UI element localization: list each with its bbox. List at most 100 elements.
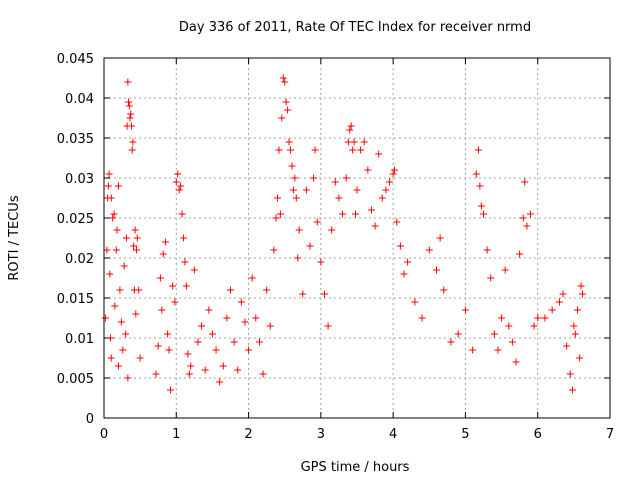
data-point	[234, 366, 242, 374]
data-point	[320, 290, 328, 298]
data-point	[190, 266, 198, 274]
x-tick-label: 4	[389, 427, 397, 442]
data-point	[219, 362, 227, 370]
data-point	[266, 322, 274, 330]
data-point	[127, 110, 135, 118]
data-point	[120, 262, 128, 270]
data-point	[113, 226, 121, 234]
plot-border	[103, 57, 611, 419]
data-point	[570, 322, 578, 330]
data-point	[335, 194, 343, 202]
data-point	[311, 146, 319, 154]
data-point	[152, 370, 160, 378]
data-point	[252, 314, 260, 322]
data-point	[292, 194, 300, 202]
data-point	[263, 286, 271, 294]
data-point	[476, 182, 484, 190]
x-tick-label: 1	[172, 427, 180, 442]
data-point	[342, 174, 350, 182]
x-tick-label: 0	[100, 427, 108, 442]
x-tick-label: 7	[606, 427, 614, 442]
data-point	[352, 210, 360, 218]
data-point	[508, 338, 516, 346]
data-point	[284, 106, 292, 114]
data-point	[559, 290, 567, 298]
data-point	[347, 122, 355, 130]
data-point	[349, 146, 357, 154]
data-point	[259, 370, 267, 378]
data-point	[172, 178, 180, 186]
data-point	[487, 274, 495, 282]
y-tick-label: 0.02	[65, 252, 94, 267]
data-point	[159, 250, 167, 258]
data-point	[286, 146, 294, 154]
data-point	[167, 386, 175, 394]
data-points	[101, 74, 587, 394]
data-point	[483, 246, 491, 254]
data-point	[216, 378, 224, 386]
data-point	[566, 370, 574, 378]
data-point	[350, 138, 358, 146]
x-axis-title: GPS time / hours	[301, 460, 410, 475]
data-point	[154, 342, 162, 350]
data-point	[101, 314, 109, 322]
y-tick-label: 0.04	[65, 92, 94, 107]
data-point	[375, 150, 383, 158]
data-point	[573, 306, 581, 314]
data-point	[447, 338, 455, 346]
x-tick-label: 5	[461, 427, 469, 442]
data-point	[282, 98, 290, 106]
data-point	[288, 162, 296, 170]
data-point	[126, 114, 134, 122]
data-point	[212, 346, 220, 354]
data-point	[501, 266, 509, 274]
data-point	[107, 354, 115, 362]
data-point	[130, 242, 138, 250]
data-point	[393, 218, 401, 226]
data-point	[198, 322, 206, 330]
data-point	[109, 214, 117, 222]
data-point	[230, 338, 238, 346]
data-point	[396, 242, 404, 250]
grid	[104, 58, 610, 418]
data-point	[477, 202, 485, 210]
data-point	[133, 246, 141, 254]
data-point	[177, 182, 185, 190]
data-point	[105, 170, 113, 178]
data-point	[516, 250, 524, 258]
data-point	[171, 298, 179, 306]
data-point	[317, 258, 325, 266]
data-point	[112, 246, 120, 254]
data-point	[248, 274, 256, 282]
data-point	[331, 178, 339, 186]
data-point	[169, 282, 177, 290]
data-point	[289, 186, 297, 194]
data-point	[299, 290, 307, 298]
data-point	[180, 234, 188, 242]
data-point	[436, 234, 444, 242]
data-point	[548, 306, 556, 314]
data-point	[165, 346, 173, 354]
data-point	[122, 330, 130, 338]
data-point	[156, 274, 164, 282]
data-point	[194, 338, 202, 346]
data-point	[158, 306, 166, 314]
data-point	[275, 146, 283, 154]
data-point	[181, 258, 189, 266]
data-point	[201, 366, 209, 374]
data-point	[132, 310, 140, 318]
data-point	[521, 178, 529, 186]
data-point	[241, 318, 249, 326]
data-point	[306, 242, 314, 250]
data-point	[367, 206, 375, 214]
data-point	[135, 286, 143, 294]
data-point	[185, 370, 193, 378]
data-point	[378, 194, 386, 202]
data-point	[425, 246, 433, 254]
data-point	[125, 98, 133, 106]
data-point	[129, 138, 137, 146]
data-point	[339, 210, 347, 218]
data-point	[237, 298, 245, 306]
data-point	[534, 314, 542, 322]
